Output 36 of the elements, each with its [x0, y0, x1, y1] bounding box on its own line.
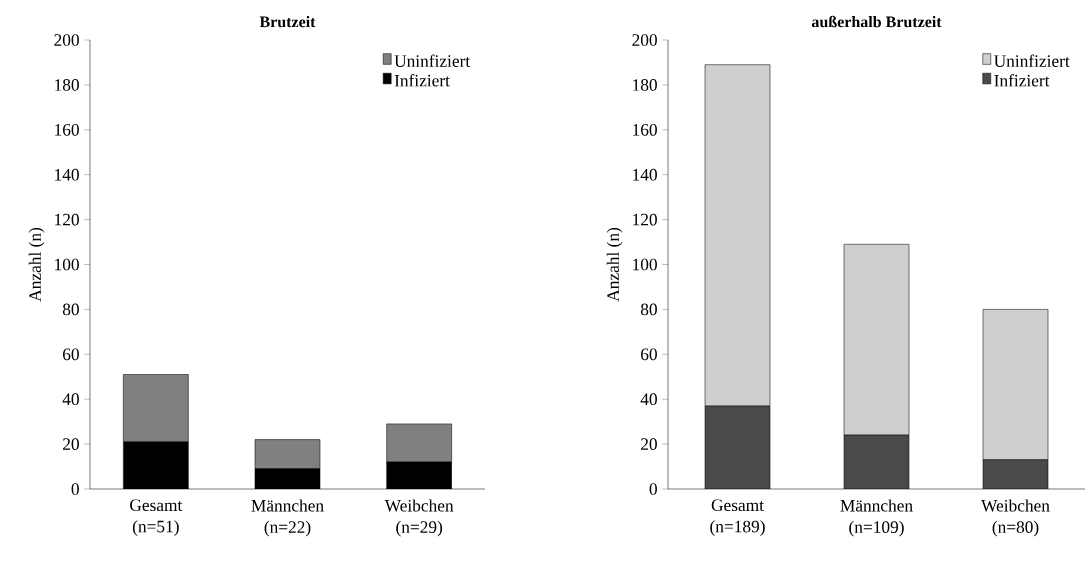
y-tick-label: 160	[55, 123, 79, 136]
y-tick-label: 140	[633, 168, 657, 181]
legend-label: Uninfiziert	[394, 54, 471, 67]
y-tick-label: 60	[641, 348, 657, 361]
x-tick-label: Gesamt (n=51)	[130, 499, 183, 536]
x-tick-label: Männchen (n=109)	[840, 499, 913, 537]
y-tick-label: 200	[632, 34, 657, 46]
y-tick-label: 180	[55, 79, 79, 91]
y-tick-label: 140	[55, 168, 79, 181]
y-tick-label: 20	[63, 438, 79, 450]
x-tick-label: Weibchen (n=80)	[981, 499, 1050, 537]
y-tick-label: 0	[71, 483, 79, 495]
y-axis-title: Anzahl (n)	[28, 227, 45, 302]
y-tick-label: 80	[640, 303, 657, 316]
y-tick-label: 120	[633, 213, 657, 226]
y-tick-label: 100	[55, 258, 79, 271]
y-tick-label: 40	[62, 393, 79, 406]
y-tick-label: 60	[63, 348, 79, 361]
y-axis-title: Anzahl (n)	[606, 227, 623, 302]
x-tick-label: Weibchen (n=29)	[384, 499, 454, 537]
y-tick-label: 120	[55, 213, 79, 226]
legend-label: Infiziert	[994, 74, 1050, 87]
y-tick-label: 0	[649, 483, 657, 495]
chart-title: Brutzeit	[259, 15, 316, 28]
legend-label: Infiziert	[394, 74, 450, 87]
y-tick-label: 200	[54, 34, 79, 46]
y-tick-label: 160	[633, 123, 657, 136]
y-tick-label: 80	[62, 303, 79, 316]
x-tick-label: Männchen (n=22)	[251, 499, 324, 537]
y-tick-label: 40	[640, 393, 657, 406]
y-tick-label: 100	[633, 258, 657, 271]
chart-title: außerhalb Brutzeit	[811, 15, 942, 28]
x-tick-label: Gesamt (n=189)	[710, 499, 765, 536]
y-tick-label: 20	[641, 438, 657, 450]
legend-label: Uninfiziert	[994, 54, 1070, 67]
y-tick-label: 180	[633, 79, 657, 91]
